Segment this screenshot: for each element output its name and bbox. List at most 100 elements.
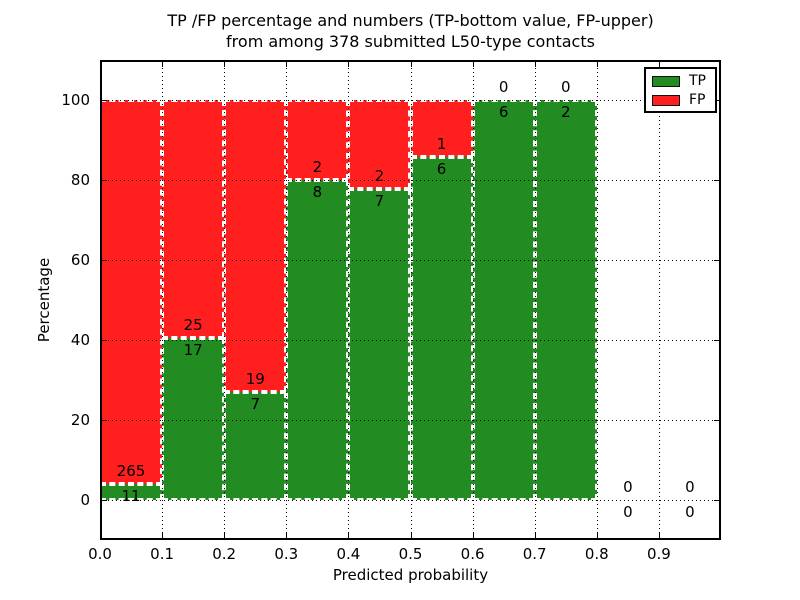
horizontal-gridline <box>100 100 721 101</box>
fp-count-label: 0 <box>498 78 509 96</box>
x-tick-mark <box>348 533 350 538</box>
y-tick-mark-right <box>714 180 719 181</box>
fp-bar-segment <box>224 100 287 393</box>
horizontal-gridline <box>100 340 721 341</box>
tp-count-label: 6 <box>436 160 447 179</box>
x-tick-mark <box>224 533 226 538</box>
x-tick-mark-top <box>534 62 536 67</box>
vertical-gridline <box>534 60 536 540</box>
legend-fp-swatch <box>652 95 680 106</box>
vertical-gridline <box>596 60 598 540</box>
tp-count-label: 6 <box>498 103 509 121</box>
x-tick-label: 0.7 <box>522 545 547 563</box>
vertical-gridline <box>410 60 412 540</box>
fp-count-label: 0 <box>560 78 571 96</box>
fp-count-label: 25 <box>183 316 203 335</box>
chart-title: TP /FP percentage and numbers (TP-bottom… <box>100 10 721 52</box>
y-tick-mark <box>102 100 107 101</box>
y-tick-label: 0 <box>80 491 90 509</box>
legend-entry-tp: TP <box>652 72 709 91</box>
horizontal-gridline <box>100 500 721 501</box>
vertical-gridline <box>472 60 474 540</box>
tp-bar-segment <box>348 188 411 500</box>
chart-title-line2: from among 378 submitted L50-type contac… <box>226 32 595 51</box>
y-tick-mark <box>102 180 107 181</box>
tp-bar-segment <box>162 338 225 500</box>
x-tick-label: 0.2 <box>212 545 237 563</box>
x-tick-label: 0.4 <box>336 545 361 563</box>
x-tick-mark-top <box>348 62 350 67</box>
fp-bar-segment <box>162 100 225 339</box>
x-tick-mark <box>534 533 536 538</box>
fp-count-label: 0 <box>623 478 633 496</box>
y-tick-label: 20 <box>70 411 90 429</box>
x-tick-label: 0.8 <box>584 545 609 563</box>
x-tick-mark <box>410 533 412 538</box>
y-tick-mark <box>102 420 107 421</box>
fp-bar-segment <box>410 100 473 158</box>
x-tick-mark-top <box>162 62 164 67</box>
x-tick-mark <box>286 533 288 538</box>
vertical-gridline <box>162 60 164 540</box>
legend-entry-fp: FP <box>652 91 709 110</box>
y-tick-mark-right <box>714 500 719 501</box>
legend-label: FP <box>689 92 706 108</box>
y-tick-mark <box>102 500 107 501</box>
legend-tp-swatch <box>652 76 680 87</box>
x-tick-mark-top <box>410 62 412 67</box>
y-tick-label: 100 <box>61 91 90 109</box>
x-tick-mark-top <box>100 62 101 67</box>
x-tick-mark <box>472 533 474 538</box>
x-tick-mark <box>596 533 598 538</box>
tp-bar-segment <box>224 392 287 500</box>
tp-count-label: 0 <box>623 503 633 521</box>
fp-bar-segment <box>100 100 163 485</box>
y-tick-label: 80 <box>70 171 90 189</box>
x-axis-label: Predicted probability <box>332 566 489 584</box>
fp-bar-segment <box>286 100 349 180</box>
tp-count-label: 17 <box>183 341 203 360</box>
vertical-gridline <box>348 60 350 540</box>
tp-bar-segment <box>410 157 473 500</box>
x-tick-label: 0.3 <box>274 545 299 563</box>
horizontal-gridline <box>100 420 721 421</box>
y-tick-label: 40 <box>70 331 90 349</box>
vertical-gridline <box>224 60 226 540</box>
fp-count-label: 0 <box>685 478 695 496</box>
legend: TP FP <box>644 67 717 113</box>
vertical-gridline <box>286 60 288 540</box>
plot-area: 265 11 25 17 19 7 2 8 2 7 1 6 0 6 0 2 0 0 0 0 TP FP <box>100 60 721 540</box>
x-tick-mark <box>658 533 660 538</box>
x-tick-mark-top <box>472 62 474 67</box>
y-tick-label: 60 <box>70 251 90 269</box>
horizontal-gridline <box>100 260 721 261</box>
tp-count-label: 7 <box>250 395 261 414</box>
fp-count-label: 1 <box>436 135 447 154</box>
tp-count-label: 8 <box>312 183 323 201</box>
horizontal-gridline <box>100 180 721 181</box>
fp-count-label: 2 <box>374 166 385 185</box>
fp-count-label: 2 <box>312 158 323 176</box>
fp-count-label: 265 <box>116 462 146 481</box>
y-tick-mark-right <box>714 340 719 341</box>
chart-title-line1: TP /FP percentage and numbers (TP-bottom… <box>167 11 654 30</box>
y-tick-mark-right <box>714 260 719 261</box>
vertical-gridline <box>658 60 660 540</box>
tp-bar-segment <box>472 100 535 500</box>
y-tick-mark <box>102 340 107 341</box>
x-tick-label: 0.0 <box>88 545 112 563</box>
legend-label: TP <box>689 73 706 89</box>
x-tick-mark-top <box>286 62 288 67</box>
x-tick-mark-top <box>596 62 598 67</box>
x-tick-label: 0.5 <box>398 545 423 563</box>
x-tick-label: 0.1 <box>150 545 175 563</box>
fp-count-label: 19 <box>245 370 265 389</box>
tp-count-label: 2 <box>560 103 571 121</box>
x-tick-mark-top <box>224 62 226 67</box>
x-tick-mark-top <box>658 62 660 67</box>
tp-count-label: 11 <box>121 487 141 506</box>
x-tick-label: 0.9 <box>646 545 671 563</box>
x-tick-label: 0.6 <box>460 545 485 563</box>
x-tick-mark <box>162 533 164 538</box>
